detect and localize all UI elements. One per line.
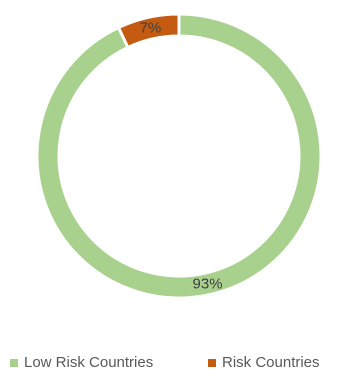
legend-label-low-risk: Low Risk Countries [24,354,154,371]
legend-swatch-risk [208,358,216,367]
chart-legend: Low Risk Countries Risk Countries [0,354,359,376]
legend-item-low-risk: Low Risk Countries [10,354,153,371]
donut-slice-low-risk [35,12,323,300]
donut-slice-risk [116,12,181,50]
slice-label-risk: 7% [140,20,162,37]
legend-swatch-low-risk [10,358,18,367]
legend-label-risk: Risk Countries [222,354,320,371]
slice-labels: 93% 7% [140,20,223,293]
legend-item-risk: Risk Countries [208,354,320,371]
slice-label-low-risk: 93% [193,275,223,292]
donut-slices [35,12,323,300]
